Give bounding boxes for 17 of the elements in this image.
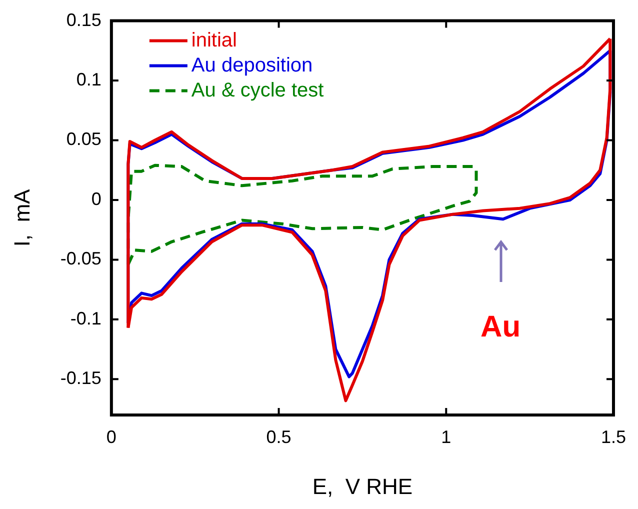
y-tick-label: 0.15: [66, 10, 102, 30]
y-tick-label: 0.05: [66, 129, 102, 150]
y-axis-title: I, mA: [9, 188, 34, 247]
x-tick-label: 0: [106, 426, 116, 447]
y-tick-label: -0.1: [70, 308, 102, 328]
x-axis-title: E, V RHE: [312, 474, 413, 499]
x-tick-label: 1: [441, 426, 452, 447]
legend-label: initial: [191, 29, 238, 52]
x-tick-label: 1.5: [600, 426, 626, 447]
legend-label: Au deposition: [191, 54, 313, 76]
y-tick-label: -0.15: [60, 368, 102, 388]
y-tick-label: 0.1: [76, 69, 102, 90]
legend-label: Au & cycle test: [191, 79, 324, 102]
x-tick-label: 0.5: [266, 426, 292, 447]
y-tick-label: 0: [91, 188, 102, 209]
y-tick-label: -0.05: [60, 248, 102, 269]
annotation: Au: [480, 310, 521, 344]
